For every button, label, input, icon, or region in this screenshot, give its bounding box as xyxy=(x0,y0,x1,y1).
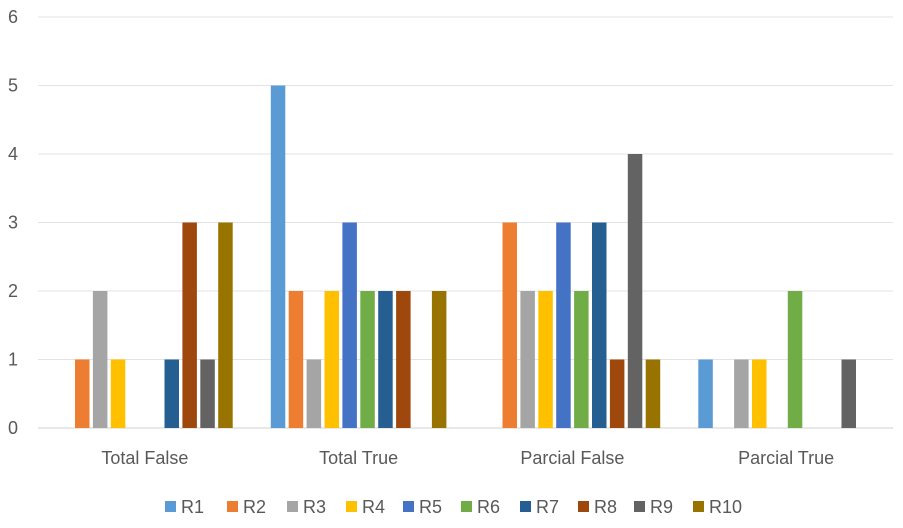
bar-r9-parcial-false xyxy=(627,154,643,428)
bar-r2-total-false xyxy=(75,359,90,428)
legend-label-r2: R2 xyxy=(243,497,266,517)
y-axis-ticks: 0 1 2 3 4 5 6 xyxy=(8,7,18,438)
bar-r2-total-true xyxy=(288,291,304,428)
y-tick-label: 0 xyxy=(8,418,18,438)
legend-label-r5: R5 xyxy=(419,497,442,517)
bar-r10-parcial-false xyxy=(645,359,661,428)
legend-label-r3: R3 xyxy=(303,497,326,517)
legend-swatch-r4 xyxy=(346,501,357,512)
bar-r8-parcial-false xyxy=(609,359,625,428)
bar-r4-parcial-true xyxy=(752,359,767,428)
legend-label-r4: R4 xyxy=(362,497,385,517)
legend-label-r10: R10 xyxy=(709,497,742,517)
bar-r5-parcial-false xyxy=(556,222,571,428)
bar-r7-total-true xyxy=(378,291,393,428)
y-tick-label: 5 xyxy=(8,76,18,96)
bars xyxy=(75,85,856,428)
bar-r7-total-false xyxy=(164,359,179,428)
bar-r4-parcial-false xyxy=(538,291,553,428)
legend-swatch-r6 xyxy=(461,501,472,512)
bar-r1-parcial-true xyxy=(698,359,713,428)
bar-r9-total-false xyxy=(200,359,215,428)
bar-r2-parcial-false xyxy=(502,222,517,428)
y-tick-label: 1 xyxy=(8,350,18,370)
x-category-label: Total True xyxy=(319,448,398,468)
bar-r1-total-true xyxy=(270,85,286,428)
legend-swatch-r9 xyxy=(634,501,645,512)
bar-r3-total-true xyxy=(306,359,322,428)
legend-label-r9: R9 xyxy=(650,497,673,517)
bar-r6-parcial-false xyxy=(574,291,589,428)
x-axis-categories: Total False Total True Parcial False Parcia… xyxy=(101,448,834,468)
bar-r4-total-false xyxy=(110,359,126,428)
bar-r5-total-true xyxy=(342,222,357,428)
legend-label-r7: R7 xyxy=(536,497,559,517)
gridlines xyxy=(38,16,893,429)
bar-r7-parcial-false xyxy=(592,222,607,428)
y-tick-label: 4 xyxy=(8,144,18,164)
legend-label-r6: R6 xyxy=(477,497,500,517)
bar-r3-parcial-false xyxy=(520,291,535,428)
bar-r4-total-true xyxy=(324,291,339,428)
bar-r3-parcial-true xyxy=(734,359,749,428)
bar-r9-parcial-true xyxy=(841,359,856,428)
x-category-label: Total False xyxy=(101,448,188,468)
y-tick-label: 3 xyxy=(8,213,18,233)
legend-swatch-r2 xyxy=(227,501,238,512)
y-tick-label: 2 xyxy=(8,281,18,301)
bar-r8-total-false xyxy=(182,222,197,428)
legend-swatch-r7 xyxy=(520,501,531,512)
bar-r10-total-true xyxy=(431,291,447,428)
legend-swatch-r8 xyxy=(578,501,589,512)
bar-r6-parcial-true xyxy=(787,291,803,428)
y-tick-label: 6 xyxy=(8,7,18,27)
legend-label-r1: R1 xyxy=(181,497,204,517)
bar-r8-total-true xyxy=(396,291,411,428)
legend-swatch-r5 xyxy=(403,501,414,512)
bar-r3-total-false xyxy=(92,291,108,428)
x-category-label: Parcial True xyxy=(738,448,834,468)
x-category-label: Parcial False xyxy=(520,448,624,468)
bar-r10-total-false xyxy=(218,222,233,428)
legend-swatch-r3 xyxy=(287,501,298,512)
legend-swatch-r10 xyxy=(693,501,704,512)
legend-label-r8: R8 xyxy=(594,497,617,517)
bar-r6-total-true xyxy=(360,291,375,428)
legend-swatch-r1 xyxy=(165,501,176,512)
legend: R1 R2 R3 R4 R5 R6 R7 R8 R9 R10 xyxy=(165,497,742,517)
